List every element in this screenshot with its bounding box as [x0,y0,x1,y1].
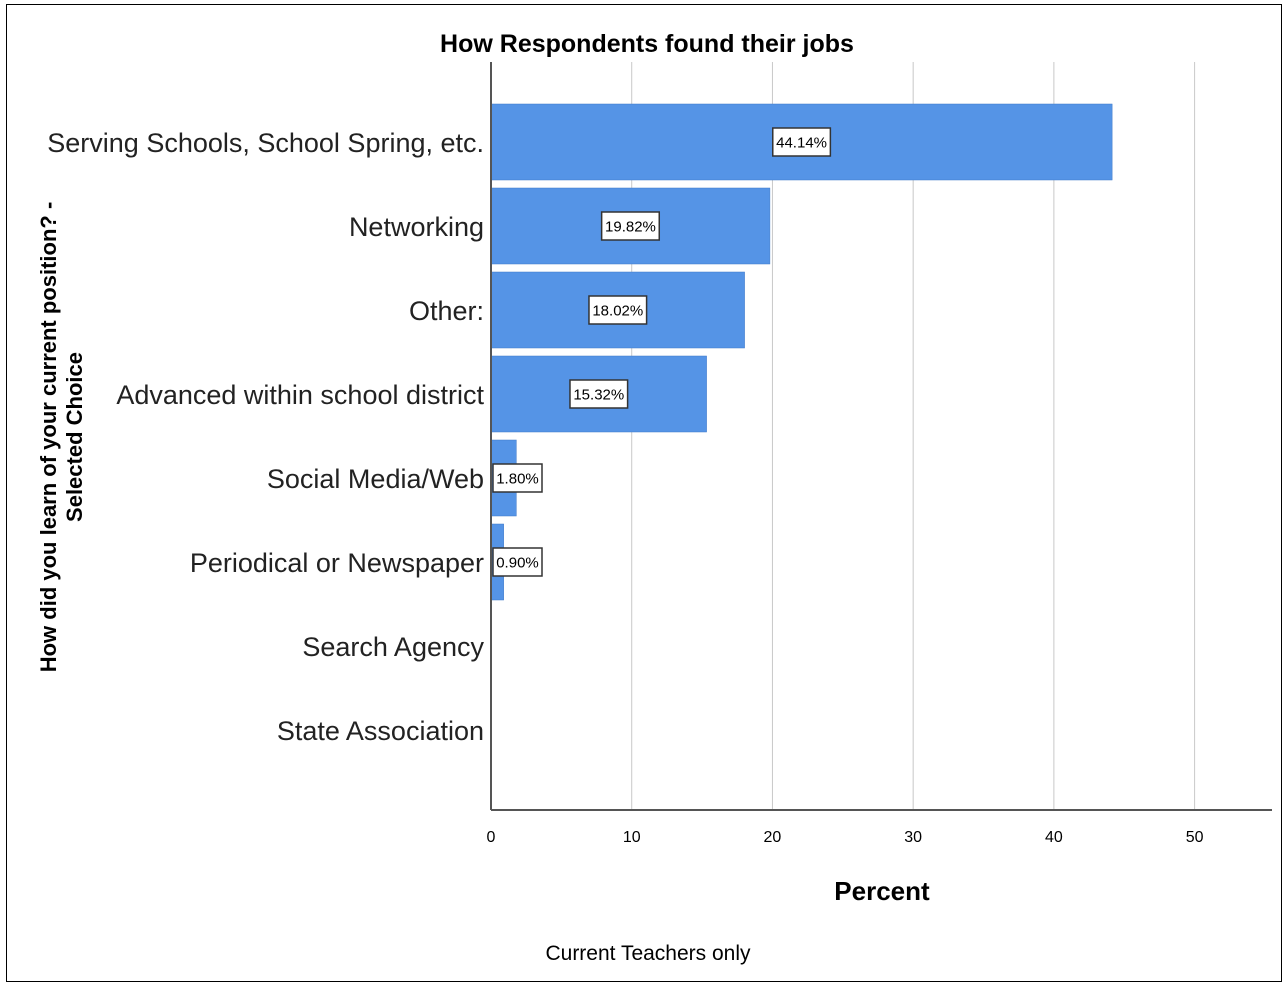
data-label: 1.80% [492,463,543,493]
data-label-text: 19.82% [605,219,656,236]
category-label: Social Media/Web [267,464,484,494]
data-label-text: 15.32% [573,387,624,404]
x-tick-label-50: 50 [1186,829,1204,846]
data-label-box [588,295,648,325]
category-label: Serving Schools, School Spring, etc. [47,128,484,158]
data-label-text: 1.80% [496,471,539,488]
data-label: 44.14% [772,127,832,157]
data-label: 18.02% [588,295,648,325]
data-label-box [569,379,629,409]
x-tick-label-20: 20 [764,829,782,846]
category-label: Advanced within school district [116,380,484,410]
data-label-box [600,211,661,241]
category-labels: Serving Schools, School Spring, etc. Netw… [47,128,484,746]
data-label-text: 18.02% [592,303,643,320]
data-label-box [772,127,832,157]
data-label-box [492,463,543,493]
data-label-box [492,547,543,577]
bars [490,103,1113,601]
category-label: Periodical or Newspaper [190,548,484,578]
x-tick-label-40: 40 [1045,829,1063,846]
x-tick-label-10: 10 [623,829,641,846]
x-tick-labels: 0 10 20 30 40 50 [487,829,1204,846]
data-labels: 44.14% 19.82% 18.02% 15.32% 1.80% 0.90% [492,127,832,577]
x-axis-title: Percent [834,876,930,906]
data-label-text: 0.90% [496,555,539,572]
y-axis-title: How did you learn of your current positi… [36,202,87,673]
category-label: Other: [409,296,484,326]
gridlines [631,62,1196,810]
category-label: State Association [277,716,484,746]
category-label: Networking [349,212,484,242]
x-tick-label-30: 30 [904,829,922,846]
data-label: 15.32% [569,379,629,409]
category-label: Search Agency [302,632,484,662]
chart-title: How Respondents found their jobs [440,30,854,58]
y-axis-title-line-2: Selected Choice [62,352,87,522]
footnote: Current Teachers only [545,942,751,965]
data-label: 0.90% [492,547,543,577]
data-label-text: 44.14% [776,135,827,152]
y-axis-title-line-1: How did you learn of your current positi… [36,202,61,673]
data-label: 19.82% [600,211,661,241]
x-tick-label-0: 0 [487,829,496,846]
axes [490,62,1272,811]
